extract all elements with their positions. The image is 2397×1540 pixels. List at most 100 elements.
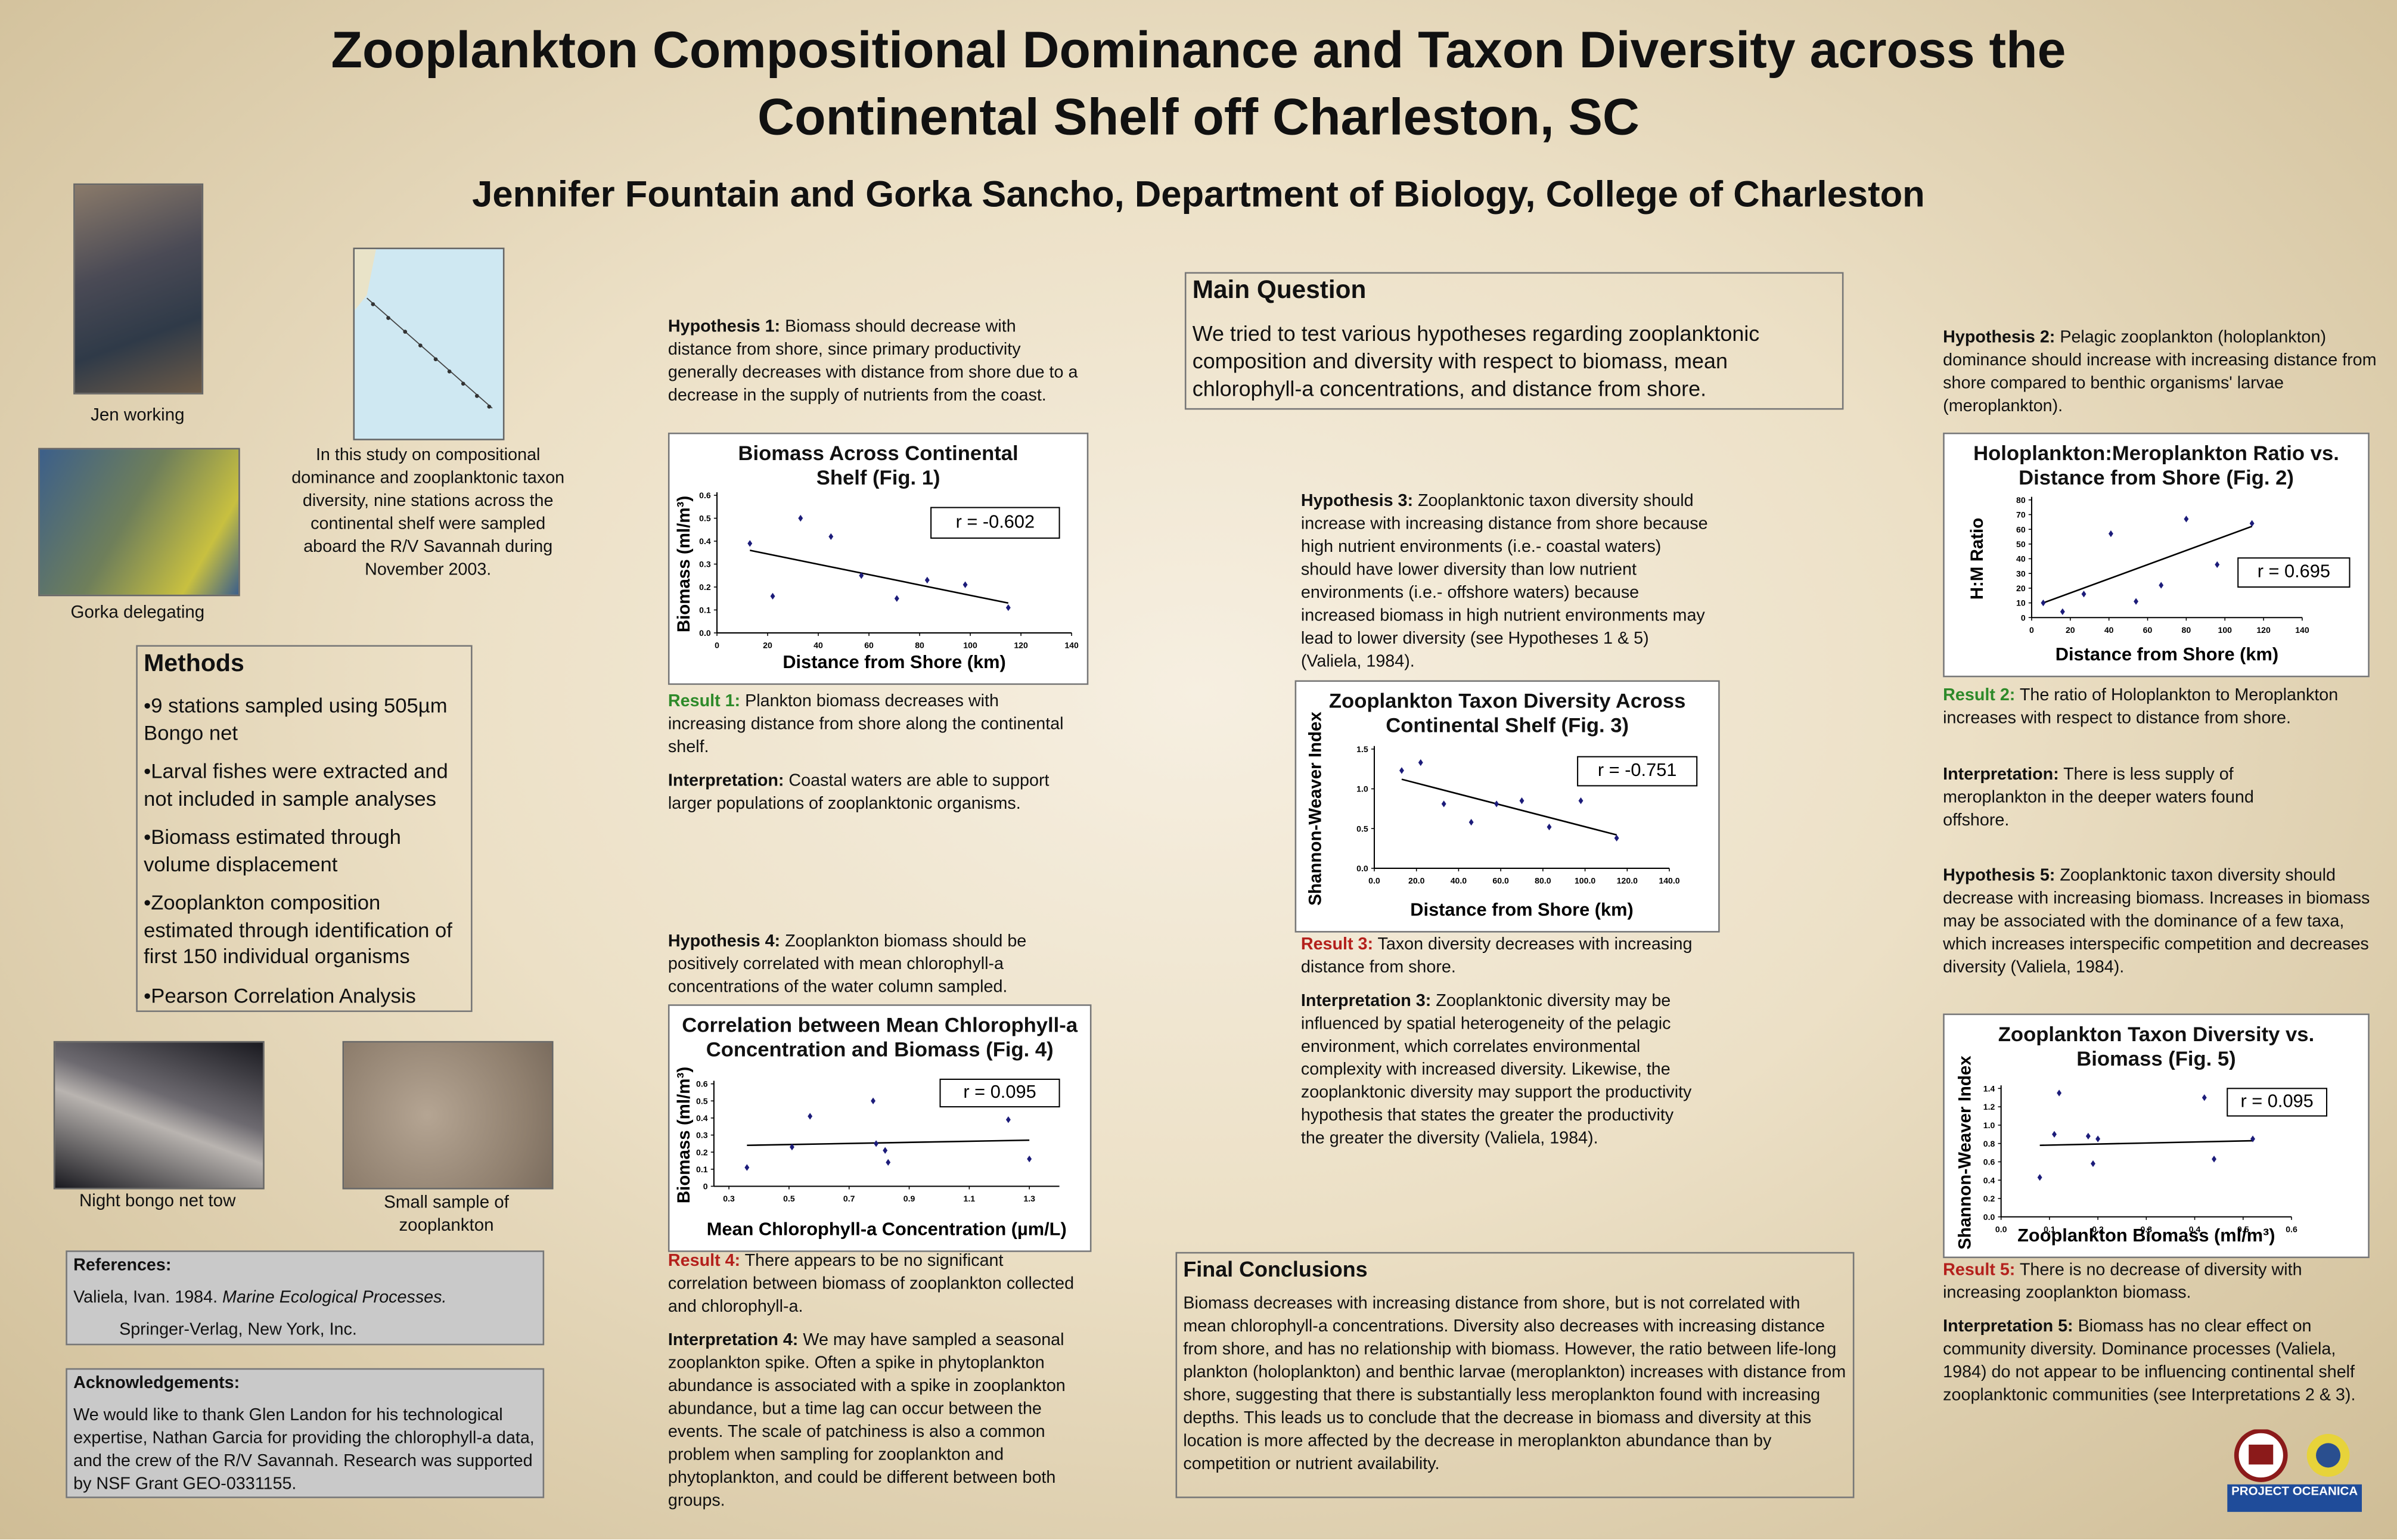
label: Hypothesis 3: <box>1300 492 1414 511</box>
text: Biomass has no clear effect on community… <box>1943 1318 2356 1405</box>
x-tick-label: 0.4 <box>2189 1224 2201 1234</box>
photo <box>342 1041 554 1190</box>
result: Result 5: There is no decrease of divers… <box>1943 1260 2356 1306</box>
y-tick-label: 1.5 <box>1356 744 1368 754</box>
interpretation: Interpretation 3: Zooplanktonic diversit… <box>1301 991 1702 1151</box>
annotation: r = -0.751 <box>1598 759 1677 780</box>
chart-plot: 0.0 0.2 0.4 0.6 0.8 1.0 1.2 1.4 0.0 0.1 0.2 0.3 0.4 0… <box>1955 1055 2328 1250</box>
acknowledgements-box: Acknowledgements: We would like to thank… <box>66 1368 545 1498</box>
point <box>1468 818 1474 826</box>
y-tick-label: 1.4 <box>1983 1083 1995 1093</box>
label: Result 4: <box>667 1252 741 1271</box>
point <box>2037 1173 2042 1181</box>
text: Coastal waters are able to support large… <box>667 772 1050 814</box>
photo <box>73 183 204 395</box>
point <box>2085 1132 2091 1140</box>
y-tick-label: 20 <box>2016 583 2026 593</box>
x-axis-label: Mean Chlorophyll-a Concentration (µm/L) <box>707 1219 1067 1240</box>
point <box>1494 800 1499 808</box>
methods-item: •Larval fishes were extracted and not in… <box>144 759 448 810</box>
x-tick-label: 0.7 <box>843 1194 855 1203</box>
point <box>2184 516 2189 523</box>
photo <box>53 1041 265 1190</box>
point <box>2202 1094 2207 1101</box>
y-axis-label: Shannon-Weaver Index <box>1305 712 1325 906</box>
label: Hypothesis 5: <box>1943 867 2056 886</box>
point <box>744 1164 750 1171</box>
x-tick-label: 0.3 <box>723 1194 735 1203</box>
x-tick-label: 20.0 <box>1408 876 1425 886</box>
map <box>353 247 505 440</box>
point <box>1027 1156 1032 1163</box>
x-tick-label: 140 <box>1064 641 1079 650</box>
chart-title: Correlation between Mean Chlorophyll-a C… <box>682 1013 1078 1061</box>
reference-author: Valiela, Ivan. 1984. <box>73 1288 218 1308</box>
annotation: r = 0.695 <box>2258 561 2330 582</box>
reference-publisher: Springer-Verlag, New York, Inc. <box>119 1321 357 1339</box>
x-tick-label: 60.0 <box>1492 876 1509 886</box>
y-tick-label: 0 <box>703 1182 708 1191</box>
y-tick-label: 0.6 <box>1983 1157 1995 1167</box>
chart-title: Zooplankton Taxon Diversity vs. Biomass … <box>1998 1023 2315 1070</box>
x-tick-label: 80 <box>915 641 924 650</box>
chart-plot: 0 0.1 0.2 0.3 0.4 0.5 0.6 0.3 0.5 0.7 0.9 1.1 1.3 Mea… <box>674 1067 1067 1240</box>
x-tick-label: 20 <box>763 641 772 650</box>
y-tick-label: 60 <box>2016 524 2026 534</box>
chart-plot: 0.0 0.1 0.2 0.3 0.4 0.5 0.6 0 20 40 60 80 100 120 140 D… <box>674 490 1079 672</box>
label: Result 5: <box>1943 1261 2016 1280</box>
hypothesis: Hypothesis 1: Biomass should decrease wi… <box>668 316 1084 408</box>
x-axis-label: Distance from Shore (km) <box>2056 644 2278 665</box>
point <box>1005 604 1011 611</box>
annotation: r = 0.095 <box>963 1081 1036 1102</box>
point <box>2041 599 2046 607</box>
y-tick-label: 0.2 <box>696 1147 708 1157</box>
label: Hypothesis 2: <box>1943 328 2056 347</box>
reference: Valiela, Ivan. 1984. Marine Ecological P… <box>73 1287 536 1310</box>
point <box>828 533 834 540</box>
point <box>2159 582 2164 589</box>
label: Interpretation: <box>667 772 784 791</box>
poster-title: Zooplankton Compositional Dominance and … <box>331 23 2066 147</box>
y-axis-label: Shannon-Weaver Index <box>1955 1055 1974 1250</box>
result: Result 2: The ratio of Holoplankton to M… <box>1943 685 2363 731</box>
x-tick-label: 0.0 <box>1995 1224 2007 1234</box>
text: There is less supply of meroplankton in … <box>1943 766 2254 830</box>
point <box>747 540 753 547</box>
x-tick-label: 0.6 <box>2286 1224 2297 1234</box>
x-tick-label: 0.9 <box>903 1194 915 1203</box>
x-tick-label: 1.1 <box>964 1194 976 1203</box>
point <box>798 514 803 522</box>
y-axis-label: H:M Ratio <box>1967 518 1987 600</box>
y-tick-label: 1.2 <box>1983 1102 1995 1111</box>
point <box>1399 767 1404 774</box>
x-tick-label: 100 <box>2218 625 2232 635</box>
x-tick-label: 40.0 <box>1451 876 1467 886</box>
point <box>894 595 899 602</box>
annotation-box <box>2237 557 2351 588</box>
y-tick-label: 50 <box>2016 539 2026 549</box>
x-tick-label: 60 <box>2143 625 2153 635</box>
text: Zooplankton biomass should be positively… <box>667 932 1027 997</box>
point <box>2091 1160 2095 1168</box>
point <box>883 1147 888 1154</box>
x-tick-label: 100.0 <box>1575 876 1595 886</box>
result: Result 1: Plankton biomass decreases wit… <box>668 691 1066 759</box>
y-tick-label: 0.4 <box>696 1113 708 1123</box>
label: Result 1: <box>667 692 741 711</box>
chart-plot: 0 10 20 30 40 50 60 70 80 0 20 40 60 80 100 120 140 Dista… <box>1967 495 2351 665</box>
result: Result 3: Taxon diversity decreases with… <box>1301 934 1699 980</box>
y-tick-label: 40 <box>2016 554 2026 564</box>
point <box>2060 608 2065 616</box>
photo-caption: Small sample of zooplankton <box>384 1194 509 1235</box>
main-question-text: We tried to test various hypotheses rega… <box>1192 321 1760 401</box>
text: We may have sampled a seasonal zooplankt… <box>667 1331 1066 1511</box>
reference-book: Marine Ecological Processes. <box>222 1288 447 1308</box>
point <box>1547 823 1552 831</box>
y-tick-label: 0.3 <box>696 1131 708 1140</box>
point <box>1578 797 1583 805</box>
y-tick-label: 0.2 <box>699 582 711 592</box>
main-question-title: Main Question <box>1192 277 1367 305</box>
chart-title: Holoplankton:Meroplankton Ratio vs. Dist… <box>1973 442 2339 489</box>
x-axis-label: Zooplankton Biomass (ml/m³) <box>2017 1225 2275 1246</box>
y-tick-label: 0.3 <box>699 560 711 569</box>
